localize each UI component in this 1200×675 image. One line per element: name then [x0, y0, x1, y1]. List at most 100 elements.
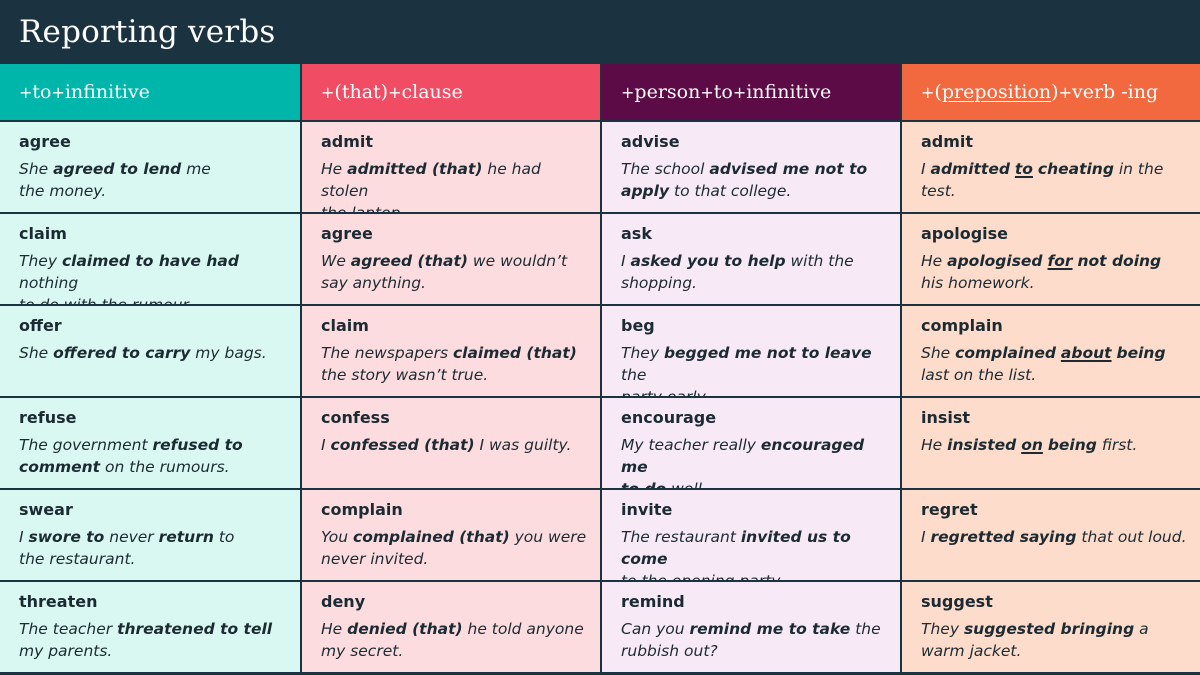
example-text-segment: apologised: [947, 252, 1043, 270]
example-text-segment: The restaurant: [621, 528, 741, 546]
verb-cell: claim The newspapers claimed (that) the st…: [300, 306, 600, 396]
example-text-segment: that out loud.: [1076, 528, 1187, 546]
example-text-segment: asked you to help: [630, 252, 786, 270]
example-text-segment: never: [104, 528, 159, 546]
example-text-segment: I: [621, 252, 631, 270]
verb-cell: suggest They suggested bringing a warm jac…: [900, 582, 1200, 672]
verb-cell: complain You complained (that) you were ne…: [300, 490, 600, 580]
verb-label: offer: [19, 316, 62, 335]
example-text-segment: comment: [19, 458, 101, 476]
example-text-segment: admitted (that): [347, 160, 483, 178]
verb-label: remind: [621, 592, 685, 611]
example-text-segment: first.: [1096, 436, 1138, 454]
example-sentence: She complained about being last on the li…: [921, 342, 1188, 386]
example-sentence: You complained (that) you were never invi…: [321, 526, 588, 570]
verb-cell: encourage My teacher really encouraged me…: [600, 398, 900, 488]
example-text-segment: He: [321, 160, 348, 178]
example-text-segment: last on the list.: [921, 366, 1037, 384]
example-sentence: I regretted saying that out loud.: [921, 526, 1188, 548]
example-text-segment: with the: [785, 252, 854, 270]
page-title: Reporting verbs: [0, 0, 1200, 64]
verb-cell: beg They begged me not to leave the party …: [600, 306, 900, 396]
example-sentence: The newspapers claimed (that) the story w…: [321, 342, 588, 386]
example-text-segment: the: [621, 366, 647, 384]
verb-label: confess: [321, 408, 390, 427]
example-text-segment: being: [1116, 344, 1166, 362]
example-text-segment: The newspapers: [321, 344, 453, 362]
example-text-segment: We: [321, 252, 351, 270]
example-sentence: He denied (that) he told anyone my secret…: [321, 618, 588, 662]
example-text-segment: you were: [509, 528, 587, 546]
header-text-segment: person: [634, 81, 701, 103]
example-sentence: I admitted to cheating in the test.: [921, 158, 1188, 202]
example-text-segment: to: [213, 528, 235, 546]
example-text-segment: my secret.: [321, 642, 404, 660]
example-text-segment: encouraged me: [621, 436, 865, 476]
example-text-segment: not doing: [1077, 252, 1162, 270]
header-text-segment: +: [921, 82, 935, 102]
example-text-segment: the story wasn’t true.: [321, 366, 489, 384]
example-text-segment: I was guilty.: [474, 436, 572, 454]
example-text-segment: invited us to come: [621, 528, 851, 568]
verb-cell: ask I asked you to help with the shopping.: [600, 214, 900, 304]
example-text-segment: She: [19, 160, 54, 178]
verbs-table: + to + infinitive + (that) + clause + pers…: [0, 64, 1200, 672]
example-text-segment: insisted: [947, 436, 1017, 454]
example-text-segment: She: [19, 344, 54, 362]
verb-label: complain: [321, 500, 403, 519]
example-sentence: I swore to never return to the restaurant…: [19, 526, 288, 570]
example-text-segment: The school: [621, 160, 710, 178]
verb-cell: confess I confessed (that) I was guilty.: [300, 398, 600, 488]
verb-cell: advise The school advised me not to apply …: [600, 122, 900, 212]
example-text-segment: You: [321, 528, 353, 546]
example-text-segment: a: [1134, 620, 1149, 638]
column-header-2: + (that) + clause: [300, 64, 600, 120]
verb-label: insist: [921, 408, 971, 427]
example-text-segment: I: [19, 528, 29, 546]
verb-label: refuse: [19, 408, 77, 427]
verb-label: swear: [19, 500, 73, 519]
example-sentence: She offered to carry my bags.: [19, 342, 288, 364]
example-text-segment: to do: [621, 480, 666, 488]
example-sentence: They suggested bringing a warm jacket.: [921, 618, 1188, 662]
header-text-segment: (that): [334, 81, 389, 103]
example-text-segment: agreed to lend: [53, 160, 182, 178]
example-sentence: We agreed (that) we wouldn’t say anything…: [321, 250, 588, 294]
example-text-segment: offered to carry: [53, 344, 191, 362]
header-text-segment: +: [732, 82, 747, 102]
example-text-segment: swore to: [28, 528, 105, 546]
example-sentence: He admitted (that) he had stolen the lapt…: [321, 158, 588, 212]
example-text-segment: remind me to take: [689, 620, 851, 638]
example-text-segment: claimed (that): [452, 344, 577, 362]
example-text-segment: the laptop.: [321, 204, 405, 212]
column-header-1: + to + infinitive: [0, 64, 300, 120]
example-text-segment: advised me not to: [709, 160, 868, 178]
header-text-segment: preposition: [941, 81, 1052, 103]
verb-label: ask: [621, 224, 652, 243]
verb-cell: claim They claimed to have had nothing to …: [0, 214, 300, 304]
example-text-segment: threatened to tell: [117, 620, 273, 638]
example-text-segment: I: [321, 436, 331, 454]
header-text-segment: (: [934, 81, 942, 103]
header-text-segment: to: [32, 81, 52, 103]
example-text-segment: for: [1047, 252, 1073, 270]
example-text-segment: return: [158, 528, 214, 546]
example-sentence: I confessed (that) I was guilty.: [321, 434, 588, 456]
example-sentence: They claimed to have had nothing to do wi…: [19, 250, 288, 304]
example-text-segment: he had stolen: [321, 160, 541, 200]
example-text-segment: about: [1060, 344, 1112, 362]
example-sentence: My teacher really encouraged me to do wel…: [621, 434, 888, 488]
example-text-segment: the money.: [19, 182, 107, 200]
verb-cell: refuse The government refused to comment o…: [0, 398, 300, 488]
example-text-segment: The teacher: [19, 620, 118, 638]
example-text-segment: He: [921, 436, 948, 454]
example-text-segment: the restaurant.: [19, 550, 136, 568]
example-text-segment: my parents.: [19, 642, 113, 660]
example-text-segment: apply: [621, 182, 670, 200]
example-sentence: The restaurant invited us to come to the …: [621, 526, 888, 580]
verb-cell: deny He denied (that) he told anyone my se…: [300, 582, 600, 672]
example-text-segment: claimed to have had: [61, 252, 239, 270]
example-text-segment: They: [19, 252, 62, 270]
example-text-segment: I: [921, 160, 931, 178]
header-text-segment: +: [700, 82, 714, 102]
